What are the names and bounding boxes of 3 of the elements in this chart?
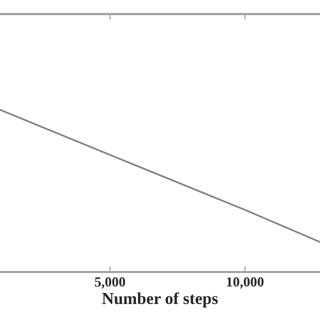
- x-axis-title: Number of steps: [102, 292, 218, 308]
- x-tick-label: 5,000: [94, 277, 126, 289]
- x-tick-label: 10,000: [227, 277, 264, 289]
